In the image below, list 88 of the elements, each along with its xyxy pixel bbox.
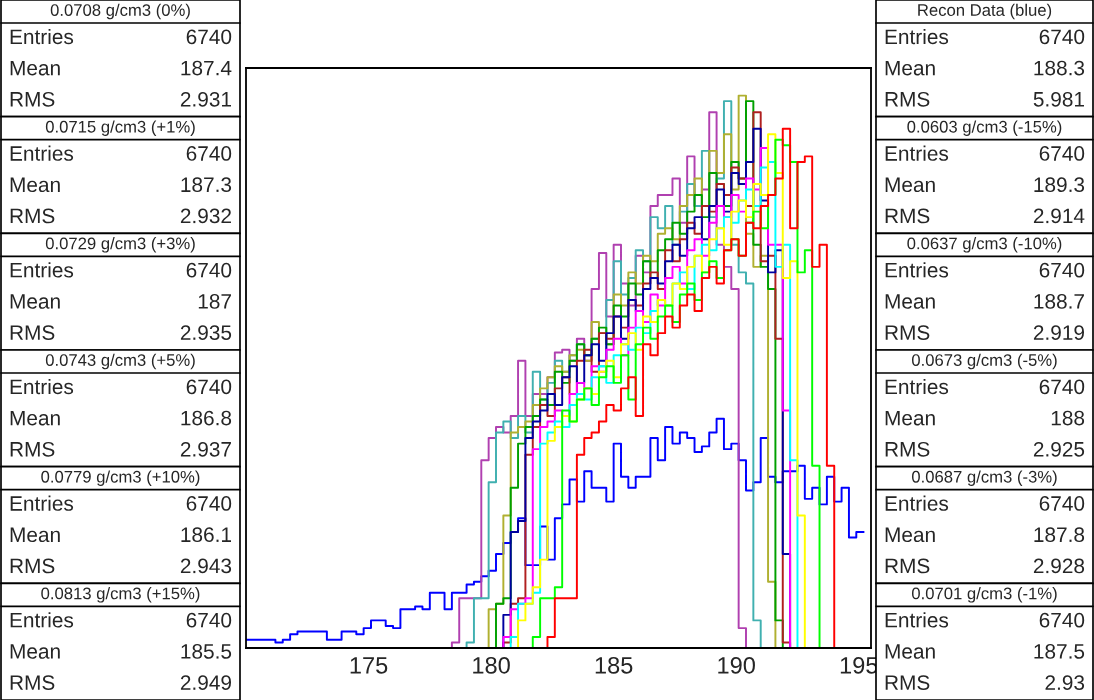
text: 0.0687 g/cm3 (-3%): [911, 470, 1057, 486]
text: 6740: [186, 496, 232, 511]
text: 2.93: [1045, 675, 1085, 690]
text: Mean: [10, 177, 60, 193]
text: 2.931: [180, 91, 231, 107]
x-tick-label: 175: [350, 657, 388, 674]
text: 2.928: [1033, 558, 1085, 574]
text: RMS: [885, 91, 930, 107]
text: 5.981: [1033, 91, 1084, 107]
text: RMS: [10, 558, 55, 574]
text: Entries: [885, 378, 949, 395]
text: Entries: [885, 612, 949, 628]
text: RMS: [885, 558, 930, 574]
text: 187.8: [1034, 527, 1085, 543]
text: 2.943: [180, 558, 232, 574]
text: RMS: [885, 441, 930, 457]
text: Entries: [10, 262, 74, 278]
text: 6740: [1039, 262, 1085, 278]
text: Entries: [10, 495, 74, 511]
text: Entries: [885, 28, 949, 45]
text: Mean: [885, 644, 935, 659]
text: 0.0779 g/cm3 (+10%): [41, 470, 200, 486]
text: Mean: [885, 60, 935, 76]
text: Mean: [10, 60, 60, 76]
text: 0.0813 g/cm3 (+15%): [41, 587, 200, 603]
text: Mean: [10, 410, 60, 426]
text: 187.3: [181, 177, 232, 193]
text: 2.914: [1033, 208, 1085, 224]
text: 0.0729 g/cm3 (+3%): [45, 237, 195, 253]
text: Entries: [10, 612, 74, 628]
text: 187: [198, 294, 231, 309]
text: 2.932: [180, 208, 231, 224]
text: Entries: [10, 145, 74, 161]
text: 0.0715 g/cm3 (+1%): [45, 120, 195, 136]
text: Mean: [885, 177, 935, 193]
text: 2.949: [180, 675, 232, 690]
text: Mean: [885, 410, 935, 426]
x-tick-label: 180: [473, 656, 510, 674]
text: Recon Data (blue): [918, 3, 1052, 20]
text: 185.5: [181, 644, 232, 659]
text: 187.4: [181, 60, 232, 76]
text: RMS: [10, 675, 55, 690]
text: 2.925: [1033, 441, 1085, 457]
text: RMS: [10, 91, 55, 107]
text: Entries: [885, 262, 949, 278]
text: 186.1: [181, 527, 231, 543]
text: Mean: [10, 527, 60, 543]
text: 6740: [1039, 612, 1085, 628]
text: Entries: [10, 28, 74, 45]
text: 2.919: [1033, 325, 1085, 340]
text: 0.0637 g/cm3 (-10%): [907, 237, 1062, 253]
text: 0.0673 g/cm3 (-5%): [911, 353, 1057, 370]
text: 186.8: [181, 410, 232, 426]
text: 6740: [186, 29, 232, 45]
text: 2.937: [180, 441, 231, 457]
text: Entries: [885, 495, 949, 511]
x-tick-label: 190: [718, 656, 755, 674]
text: Mean: [885, 527, 935, 543]
text: 0.0743 g/cm3 (+5%): [45, 353, 195, 370]
text: 6740: [1039, 29, 1085, 45]
text: RMS: [885, 208, 930, 224]
text: 6740: [1039, 146, 1085, 161]
text: 6740: [1039, 496, 1085, 511]
text: RMS: [10, 441, 55, 457]
text: Mean: [10, 644, 60, 659]
text: 6740: [186, 612, 232, 628]
text: Mean: [885, 294, 935, 309]
text: 187.5: [1034, 644, 1085, 659]
text: RMS: [10, 208, 55, 224]
text: 6740: [186, 146, 232, 161]
text: 6740: [186, 379, 232, 395]
text: 188.7: [1034, 294, 1084, 309]
text: 189.3: [1034, 177, 1085, 193]
text: Mean: [10, 294, 60, 309]
text: 2.935: [180, 325, 232, 340]
text: 6740: [186, 262, 232, 278]
text: 0.0708 g/cm3 (0%): [50, 3, 190, 20]
text: RMS: [885, 325, 930, 340]
text: 0.0603 g/cm3 (-15%): [907, 120, 1062, 136]
text: Entries: [885, 145, 949, 161]
x-tick-label: 185: [595, 656, 633, 674]
text: RMS: [885, 675, 930, 690]
text: Entries: [10, 378, 74, 395]
text: RMS: [10, 325, 55, 340]
text: 0.0701 g/cm3 (-1%): [911, 587, 1057, 603]
text: 6740: [1039, 379, 1085, 395]
text: 188.3: [1034, 60, 1085, 76]
text: 188: [1051, 410, 1085, 426]
